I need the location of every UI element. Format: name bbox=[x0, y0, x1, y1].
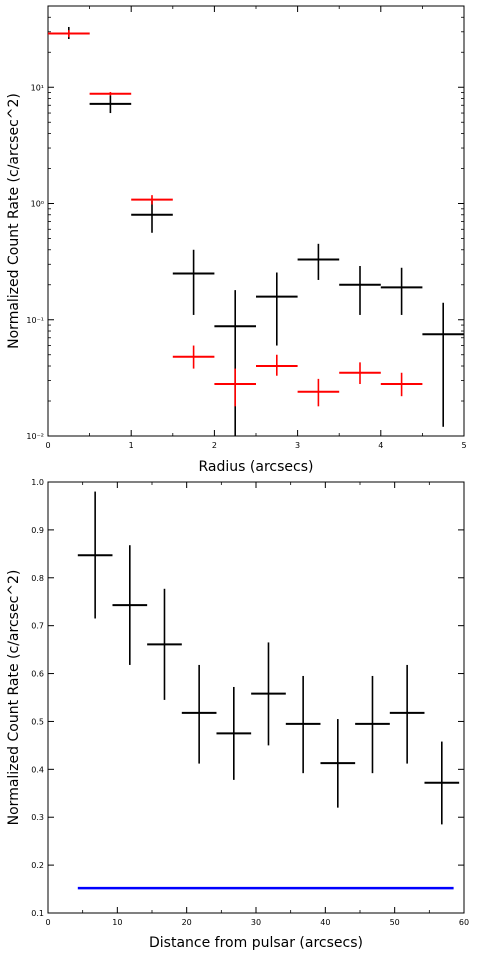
y-tick-label: 1.0 bbox=[31, 478, 44, 487]
data-point bbox=[147, 588, 182, 700]
x-tick-label: 2 bbox=[212, 441, 217, 450]
x-axis-label: Radius (arcsecs) bbox=[199, 459, 314, 475]
x-tick-label: 0 bbox=[45, 441, 50, 450]
x-tick-label: 30 bbox=[251, 918, 261, 927]
data-point bbox=[297, 243, 340, 280]
y-tick-label: 0.5 bbox=[31, 717, 44, 726]
x-tick-label: 10 bbox=[112, 918, 122, 927]
x-tick-label: 60 bbox=[459, 918, 469, 927]
y-tick-label: 0.9 bbox=[31, 526, 44, 535]
x-tick-label: 20 bbox=[182, 918, 192, 927]
x-tick-label: 50 bbox=[390, 918, 400, 927]
data-point bbox=[285, 675, 321, 774]
data-point bbox=[181, 664, 217, 764]
x-axis-label: Distance from pulsar (arcsecs) bbox=[149, 935, 363, 951]
data-point bbox=[339, 265, 381, 315]
plot-frame bbox=[47, 481, 465, 914]
data-point bbox=[380, 267, 423, 315]
series-red bbox=[48, 30, 423, 407]
data-point bbox=[297, 378, 340, 407]
data-point bbox=[251, 642, 286, 746]
data-point bbox=[422, 302, 464, 427]
x-tick-label: 4 bbox=[378, 441, 383, 450]
data-point bbox=[48, 30, 90, 38]
x-tick-label: 40 bbox=[320, 918, 330, 927]
data-point bbox=[77, 491, 113, 619]
radial-profile-chart: 0 1 2 3 4 5 10⁻² 10⁻¹ 10⁰ 10¹ Radius (arcsecs) Norm… bbox=[6, 5, 467, 475]
y-axis-label: Normalized Count Rate (c/arcsec^2) bbox=[6, 93, 22, 349]
y-tick-label: 0.7 bbox=[31, 622, 44, 631]
data-point bbox=[380, 372, 423, 397]
y-tick-label: 0.3 bbox=[31, 813, 44, 822]
data-point bbox=[172, 249, 215, 315]
y-tick-label: 10⁻¹ bbox=[26, 316, 44, 325]
data-point bbox=[424, 741, 460, 825]
y-tick-label: 0.4 bbox=[31, 765, 44, 774]
data-point bbox=[256, 272, 298, 346]
x-tick-label: 3 bbox=[295, 441, 300, 450]
y-axis-label: Normalized Count Rate (c/arcsec^2) bbox=[6, 570, 22, 826]
y-tick-label: 10⁰ bbox=[31, 200, 44, 209]
data-point bbox=[89, 95, 132, 114]
data-point bbox=[216, 686, 252, 780]
y-tick-label: 0.2 bbox=[31, 861, 44, 870]
data-point bbox=[112, 545, 148, 665]
data-point bbox=[89, 92, 132, 96]
data-point bbox=[389, 664, 425, 764]
data-point bbox=[339, 362, 381, 385]
series-black bbox=[77, 491, 460, 825]
x-tick-label: 1 bbox=[129, 441, 134, 450]
y-tick-label: 10¹ bbox=[31, 83, 44, 92]
data-point bbox=[214, 290, 256, 436]
data-point bbox=[355, 675, 390, 774]
y-tick-label: 0.8 bbox=[31, 574, 44, 583]
data-point bbox=[320, 719, 356, 808]
data-point bbox=[256, 354, 298, 376]
x-tick-label: 5 bbox=[461, 441, 466, 450]
data-point bbox=[131, 195, 173, 205]
series-black bbox=[48, 26, 464, 436]
plot-frame bbox=[47, 5, 465, 437]
y-tick-label: 0.6 bbox=[31, 670, 44, 679]
distance-profile-chart: 0 10 20 30 40 50 60 0.1 0.2 0.3 0.4 0.5 0.6 0.7 0.8 0.9… bbox=[6, 478, 469, 951]
data-point bbox=[172, 345, 215, 369]
data-point bbox=[214, 368, 256, 407]
data-point bbox=[131, 201, 173, 233]
y-tick-label: 10⁻² bbox=[26, 432, 44, 441]
x-tick-label: 0 bbox=[45, 918, 50, 927]
y-tick-label: 0.1 bbox=[31, 909, 44, 918]
